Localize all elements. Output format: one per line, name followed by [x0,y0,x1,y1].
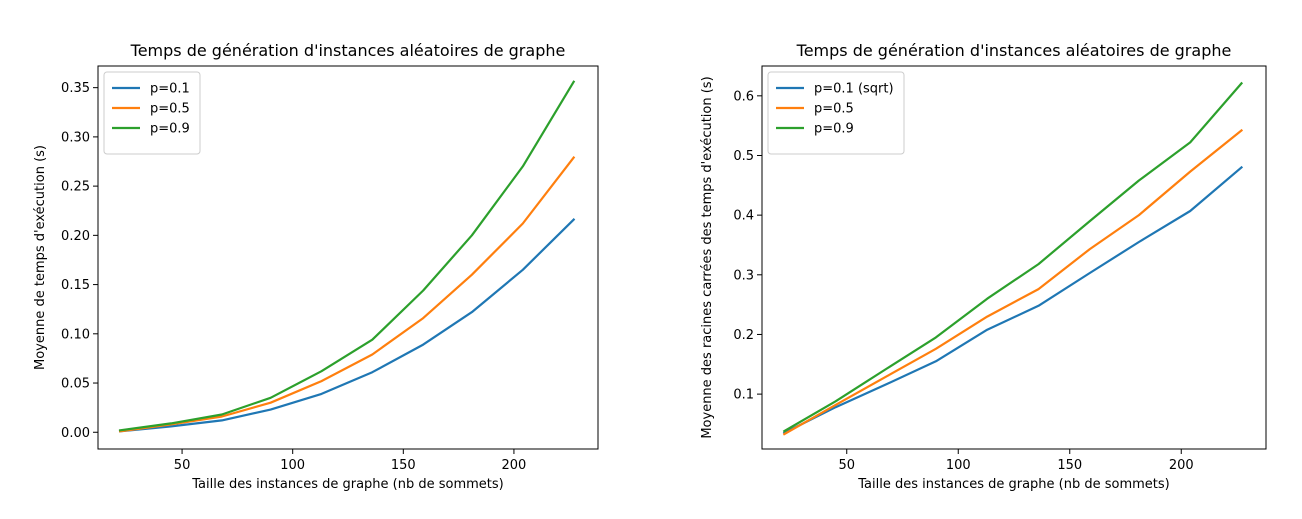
legend-label-0: p=0.1 (sqrt) [814,82,894,97]
y-tick-label: 0.6 [733,89,754,104]
series-line-1 [118,156,576,433]
y-tick-label: 0.05 [61,377,90,392]
series-group [118,80,576,433]
legend: p=0.1 p=0.5 p=0.9 [103,71,201,155]
y-tick-label: 0.20 [61,229,90,244]
series-line-1 [782,128,1244,436]
series-line-2 [782,81,1244,433]
y-tick-label: 0.3 [733,268,754,283]
y-axis-label: Moyenne des racines carrées des temps d'… [700,76,715,438]
x-tick-label: 150 [1057,458,1082,473]
series-line-0 [782,165,1244,435]
series-group [782,81,1244,436]
x-tick-label: 200 [502,458,527,473]
chart-left: Temps de génération d'instances aléatoir… [33,41,599,492]
x-tick-label: 100 [946,458,971,473]
x-tick-label: 100 [280,458,305,473]
y-tick-label: 0.10 [61,327,90,342]
legend-label-1: p=0.5 [150,102,190,117]
y-tick-label: 0.5 [733,149,754,164]
x-axis-label: Taille des instances de graphe (nb de so… [857,477,1170,492]
legend-label-0: p=0.1 [150,82,190,97]
series-line-0 [118,218,576,433]
y-tick-label: 0.00 [61,426,90,441]
x-tick-label: 200 [1169,458,1194,473]
y-tick-label: 0.35 [61,81,90,96]
x-tick-label: 50 [174,458,191,473]
x-tick-label: 50 [838,458,855,473]
chart-title: Temps de génération d'instances aléatoir… [796,41,1232,60]
x-tick-label: 150 [391,458,416,473]
legend-box [103,71,201,155]
legend-label-2: p=0.9 [150,122,190,137]
x-axis-label: Taille des instances de graphe (nb de so… [191,477,504,492]
y-tick-label: 0.1 [733,388,754,403]
y-tick-label: 0.15 [61,278,90,293]
plot-frame [97,65,599,450]
y-tick-label: 0.2 [733,328,754,343]
chart-right: Temps de génération d'instances aléatoir… [700,41,1267,492]
legend-label-2: p=0.9 [814,122,854,137]
y-axis-label: Moyenne de temps d'exécution (s) [33,145,48,370]
legend: p=0.1 (sqrt) p=0.5 p=0.9 [767,71,905,155]
legend-label-1: p=0.5 [814,102,854,117]
series-line-2 [118,80,576,432]
y-tick-label: 0.4 [733,209,754,224]
y-tick-label: 0.25 [61,180,90,195]
plot-frame [761,65,1267,450]
y-tick-label: 0.30 [61,130,90,145]
chart-title: Temps de génération d'instances aléatoir… [130,41,566,60]
legend-box [767,71,905,155]
